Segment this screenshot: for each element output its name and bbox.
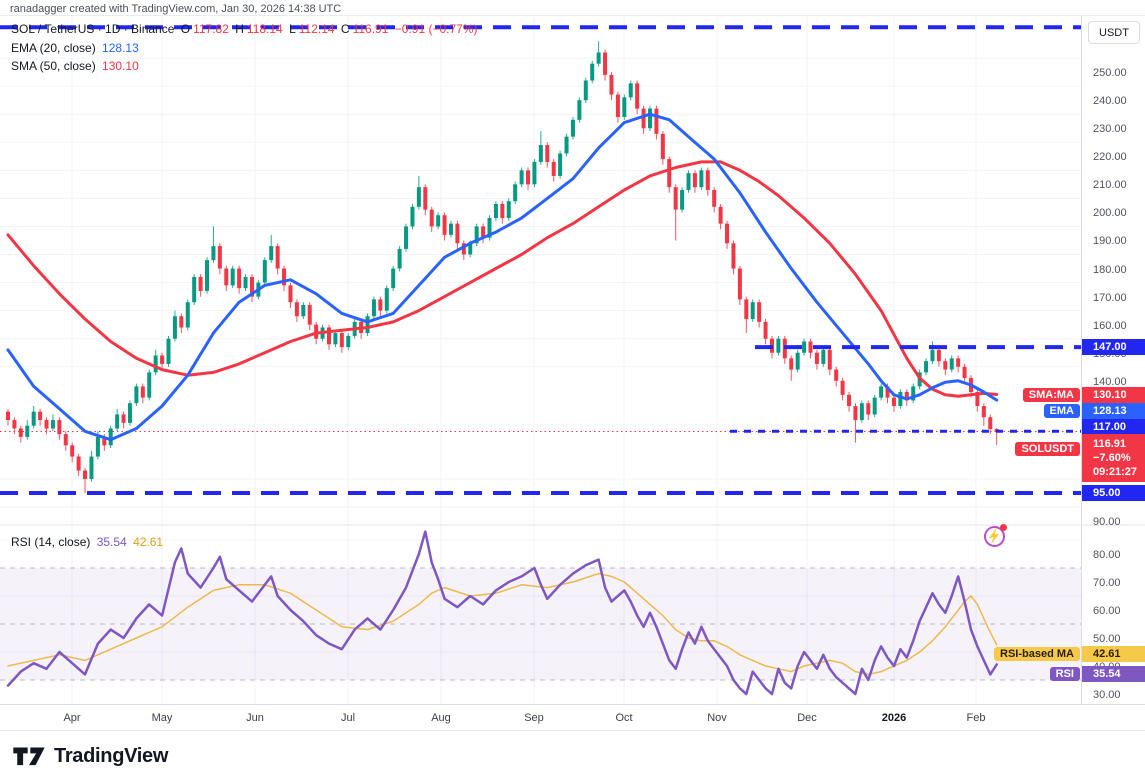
- level-95-badge: 95.00: [1082, 485, 1145, 501]
- ema-value: 128.13: [102, 41, 139, 55]
- last-price-change: −7.60%: [1093, 452, 1131, 464]
- notification-dot: [1000, 524, 1007, 531]
- axis-tick-label: 170.00: [1093, 291, 1127, 304]
- footer-brand[interactable]: TradingView: [12, 741, 168, 771]
- tradingview-logo-text: TradingView: [54, 744, 169, 767]
- ohlc-h-value: 118.14: [246, 22, 283, 36]
- axis-tick-label: 140.00: [1093, 375, 1127, 388]
- ohlc-l-value: 112.14: [298, 22, 335, 36]
- month-label: Sep: [524, 712, 544, 724]
- axis-tick-label: 80.00: [1093, 549, 1121, 561]
- last-price-value: 116.91: [1093, 438, 1127, 450]
- chart-canvas[interactable]: [0, 16, 1145, 704]
- rsi-price-badge: 35.54: [1082, 666, 1145, 682]
- month-label: Feb: [966, 712, 986, 724]
- axis-tick-label: 240.00: [1093, 95, 1127, 108]
- month-label: Nov: [707, 712, 727, 724]
- month-label: Apr: [63, 712, 81, 724]
- ohlc-c-value: 116.91: [352, 22, 389, 36]
- level-117-badge: 117.00: [1082, 419, 1145, 435]
- ema-price-badge: 128.13: [1082, 403, 1145, 419]
- axis-tick-label: 60.00: [1093, 605, 1121, 617]
- rsi-legend-row[interactable]: RSI (14, close) 35.54 42.61: [11, 535, 166, 549]
- price-axis[interactable]: USDT 250.00 240.00 230.00 220.00 210.00 200.0…: [1081, 16, 1145, 704]
- axis-tick-label: 200.00: [1093, 207, 1127, 220]
- axis-tick-label: 90.00: [1093, 516, 1121, 529]
- ohlc-o-value: 117.82: [193, 22, 229, 36]
- month-label: Jul: [340, 712, 356, 724]
- rsi-ma-price-badge: 42.61: [1082, 646, 1145, 662]
- time-axis[interactable]: Apr May Jun Jul Aug Sep Oct Nov Dec 2026 Feb: [0, 704, 1145, 731]
- axis-tick-label: 30.00: [1093, 689, 1121, 701]
- month-label: Oct: [615, 712, 633, 724]
- sma-price-badge: 130.10: [1082, 387, 1145, 403]
- month-label: 2026: [881, 712, 907, 724]
- rsi-series-tag: RSI: [1049, 667, 1080, 681]
- month-label: Jun: [246, 712, 264, 724]
- axis-tick-label: 220.00: [1093, 151, 1127, 164]
- rsi-ma-value: 42.61: [133, 535, 164, 549]
- sma-value: 130.10: [102, 59, 139, 73]
- tradingview-logo-icon: [13, 747, 45, 766]
- ema-series-tag: EMA: [1043, 404, 1080, 418]
- ohlc-l-label: L: [289, 22, 296, 36]
- change-value: −0.91 (−0.77%): [394, 22, 478, 36]
- rsi-ma-series-tag: RSI-based MA: [994, 647, 1080, 661]
- symbol-series-tag: SOLUSDT: [1015, 442, 1080, 456]
- level-147-badge: 147.00: [1082, 339, 1145, 355]
- ohlc-c-label: C: [340, 22, 350, 36]
- axis-tick-label: 180.00: [1093, 263, 1127, 276]
- sma-label: SMA (50, close): [11, 59, 96, 73]
- month-label: Aug: [431, 712, 451, 724]
- axis-tick-label: 70.00: [1093, 577, 1121, 589]
- symbol-title: SOL / TetherUS · 1D · Binance: [11, 22, 175, 36]
- flash-event-icon[interactable]: ⚡: [982, 524, 1008, 549]
- axis-tick-label: 250.00: [1093, 67, 1127, 80]
- rsi-value: 35.54: [96, 535, 127, 549]
- axis-tick-label: 160.00: [1093, 319, 1127, 332]
- ema-legend-row[interactable]: EMA (20, close) 128.13: [11, 41, 142, 55]
- ema-label: EMA (20, close): [11, 41, 96, 55]
- last-price-badge: 116.91 −7.60% 09:21:27: [1082, 434, 1145, 482]
- ohlc-h-label: H: [235, 22, 244, 36]
- axis-tick-label: 50.00: [1093, 633, 1121, 645]
- rsi-label: RSI (14, close): [11, 535, 91, 549]
- month-label: May: [151, 712, 173, 724]
- ohlc-o-label: O: [180, 22, 191, 36]
- sma-series-tag: SMA:MA: [1022, 388, 1080, 402]
- axis-tick-label: 210.00: [1093, 179, 1127, 192]
- axis-tick-label: 230.00: [1093, 123, 1127, 136]
- month-label: Dec: [797, 712, 817, 724]
- bar-countdown: 09:21:27: [1093, 466, 1138, 478]
- attribution-text: ranadagger created with TradingView.com,…: [10, 3, 342, 15]
- currency-toggle-button[interactable]: USDT: [1088, 21, 1140, 44]
- sma-legend-row[interactable]: SMA (50, close) 130.10: [11, 59, 142, 73]
- axis-tick-label: 190.00: [1093, 235, 1127, 248]
